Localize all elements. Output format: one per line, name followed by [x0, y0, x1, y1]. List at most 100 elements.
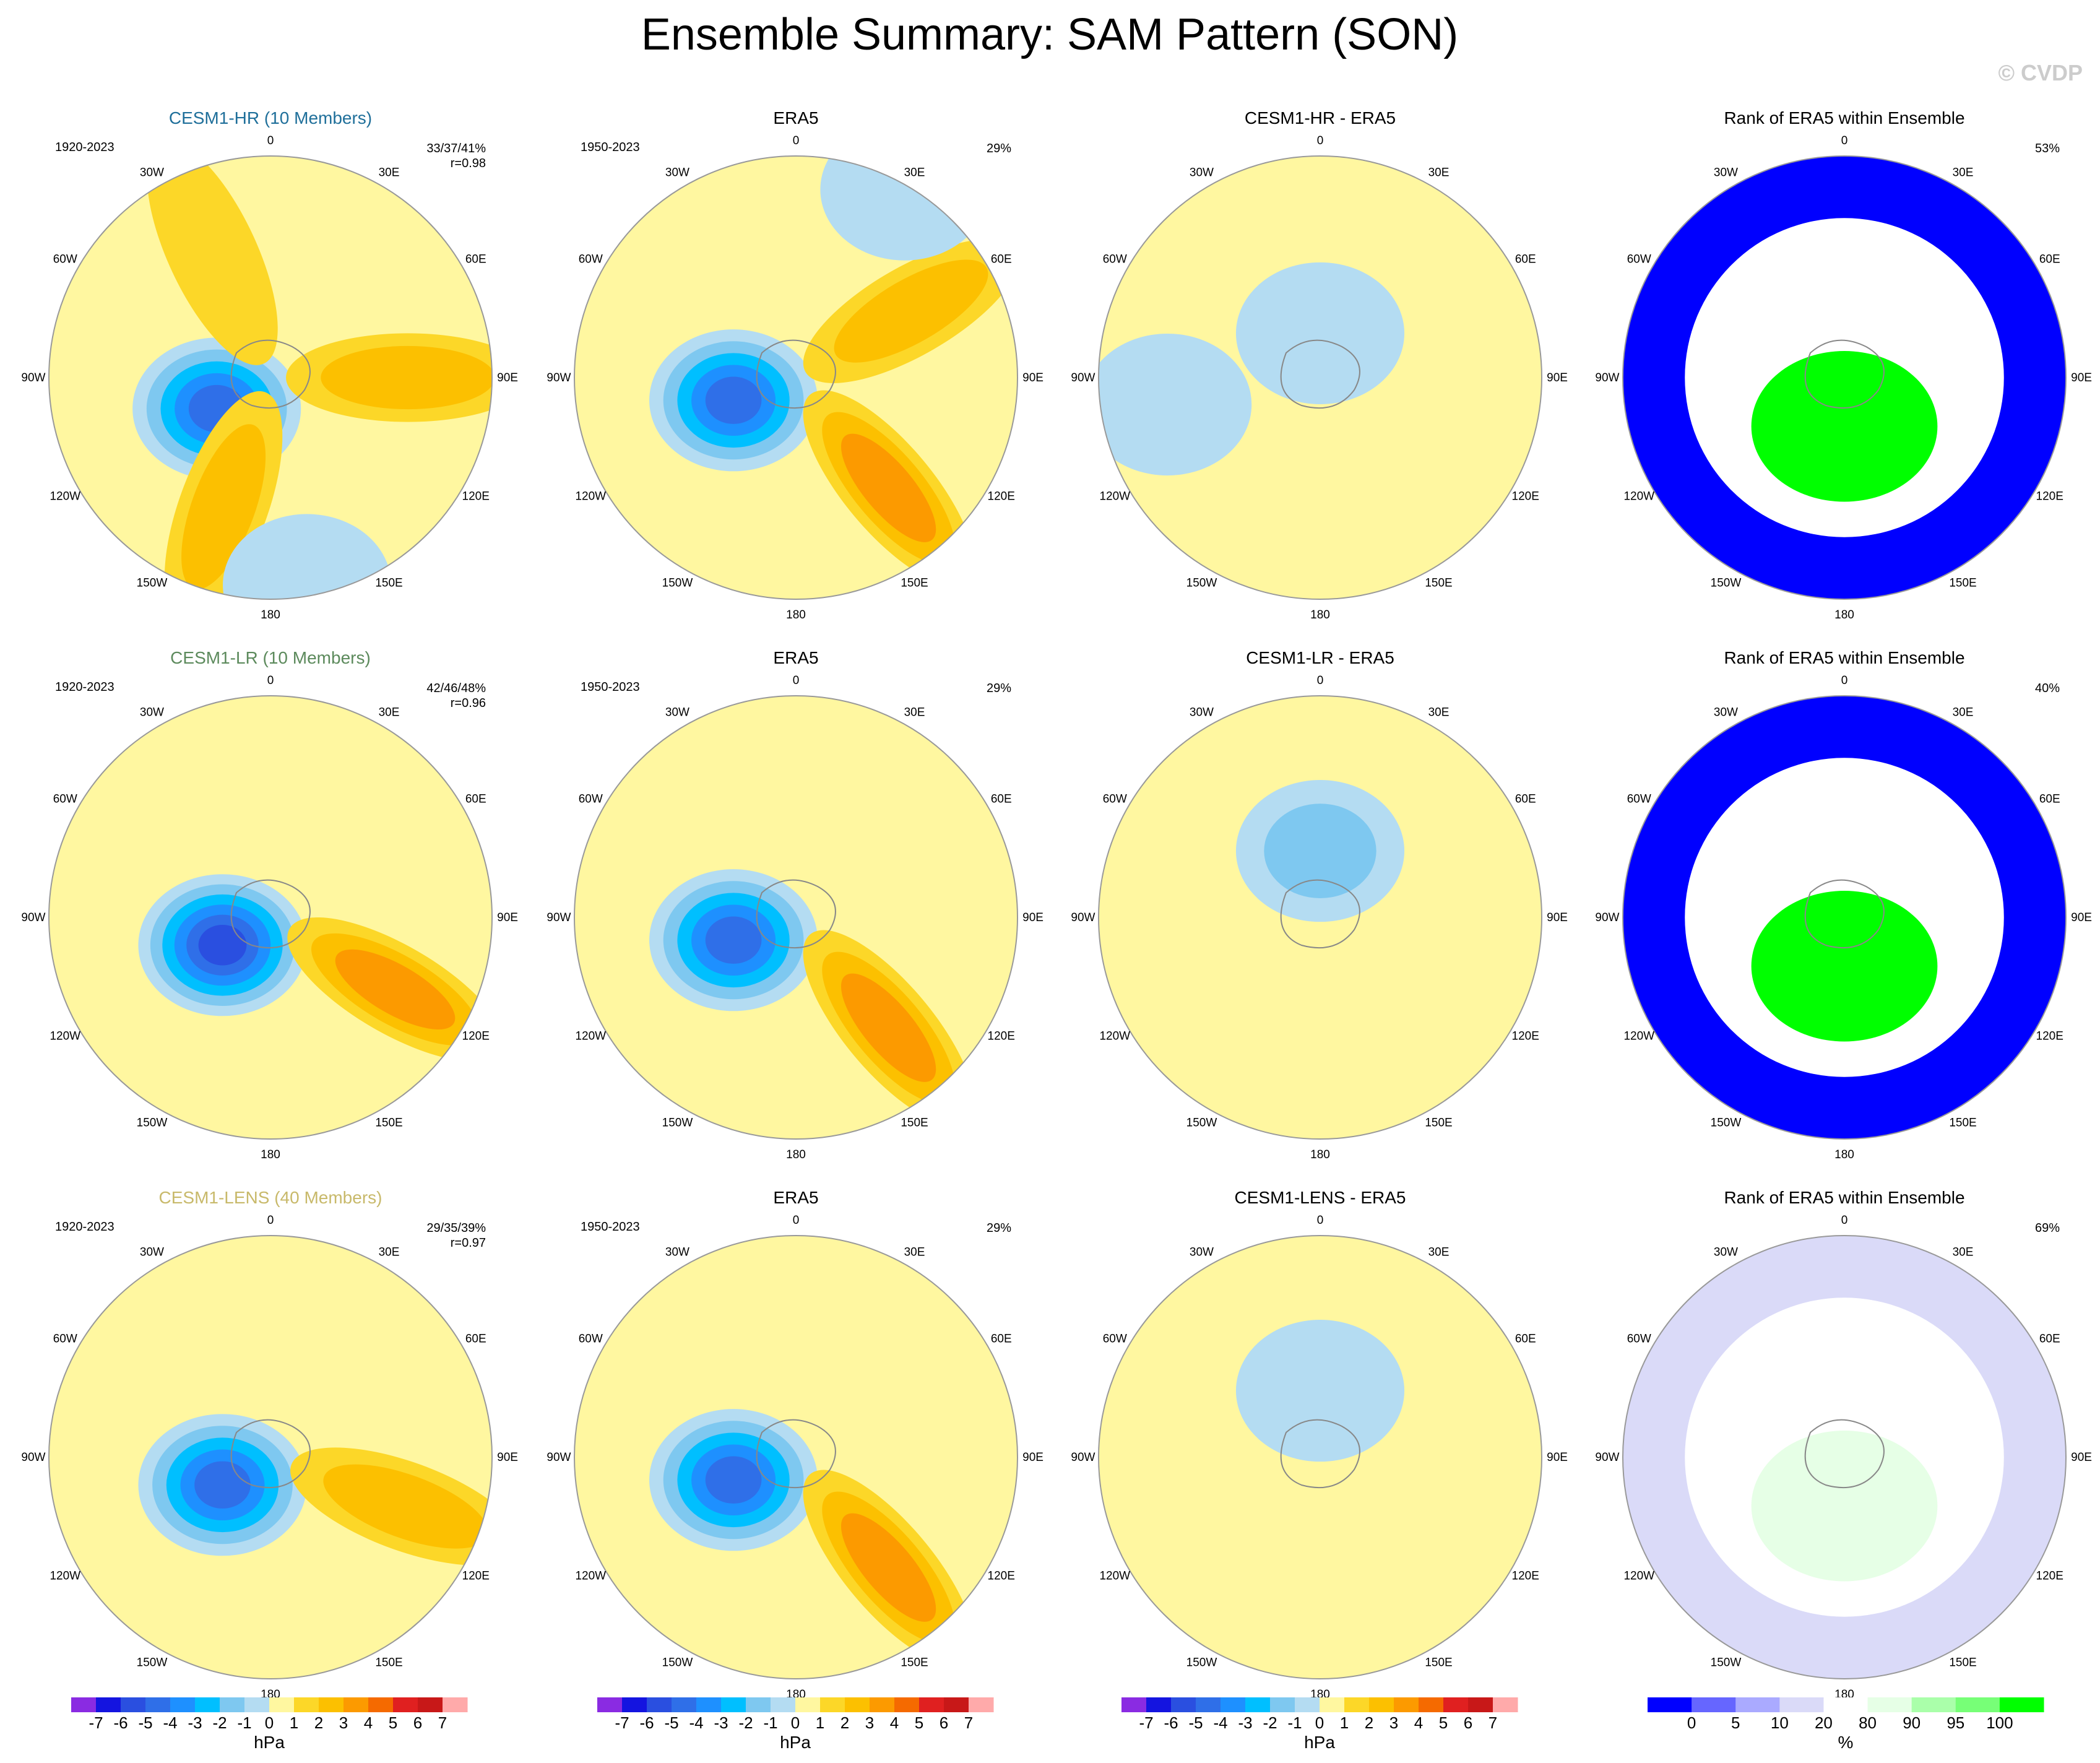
longitude-label: 180 [786, 1148, 806, 1161]
colorbar-swatch [1369, 1697, 1394, 1712]
colorbar-tick-label: 2 [314, 1713, 323, 1732]
longitude-label: 30E [904, 706, 925, 719]
longitude-label: 60W [53, 1332, 77, 1345]
longitude-label: 150W [137, 577, 168, 590]
pressure-high-contour [181, 424, 266, 589]
colorbar-swatch [319, 1697, 344, 1712]
colorbar-swatch [71, 1697, 97, 1712]
colorbar-swatch [597, 1697, 623, 1712]
longitude-label: 30E [379, 1245, 400, 1258]
longitude-label: 150W [137, 1117, 168, 1130]
colorbar-tick-label: -7 [1139, 1713, 1153, 1732]
figure-title: Ensemble Summary: SAM Pattern (SON) [641, 10, 1458, 59]
colorbar-swatch [746, 1697, 771, 1712]
colorbar-tick-label: 4 [1414, 1713, 1423, 1732]
longitude-label: 120E [988, 1030, 1015, 1043]
colorbar-tick-label: -3 [714, 1713, 728, 1732]
pressure-high-contour [840, 1513, 936, 1622]
colorbar-tick-label: 90 [1903, 1713, 1921, 1732]
colorbar: 0 5 10 20 80 90 95 100% [1648, 1697, 2044, 1752]
colorbar-tick-label: 100 [1986, 1713, 2013, 1732]
longitude-label: 30W [1714, 706, 1738, 719]
colorbar: -7 -6 -5 -4 -3 -2 -1 0 1 2 3 4 5 6 7 hPa [71, 1697, 468, 1752]
longitude-label: 90E [497, 371, 518, 384]
pressure-high-contour [147, 156, 278, 365]
watermark: © CVDP [1998, 60, 2083, 85]
longitude-label: 90W [21, 371, 45, 384]
longitude-label: 0 [267, 134, 274, 147]
pressure-low-contour [705, 1456, 762, 1504]
longitude-label: 120E [2036, 1030, 2063, 1043]
longitude-label: 30W [665, 166, 689, 179]
colorbar-tick-label: 3 [1389, 1713, 1398, 1732]
colorbar-swatch [1270, 1697, 1295, 1712]
map-border [574, 1235, 1018, 1679]
colorbar-tick-label: 6 [1464, 1713, 1472, 1732]
colorbar-swatch [244, 1697, 270, 1712]
longitude-label: 30W [1190, 166, 1214, 179]
colorbar-swatch [1443, 1697, 1469, 1712]
longitude-label: 150E [375, 1657, 402, 1670]
colorbar-swatch [1911, 1697, 1956, 1712]
panels-container: 0 30E 60E 90E 120E 150E 180 150W 120W 90W 60W 30W CE… [21, 108, 2092, 1752]
longitude-label: 150W [662, 1657, 693, 1670]
longitude-label: 120E [2036, 490, 2063, 503]
antarctica-coastline [1280, 879, 1360, 949]
panel-stat: 29/35/39% [426, 1221, 486, 1235]
longitude-label: 0 [793, 134, 800, 147]
longitude-label: 60W [1627, 1332, 1651, 1345]
longitude-label: 120E [988, 490, 1015, 503]
colorbar-tick-label: 6 [940, 1713, 948, 1732]
map-border [1098, 155, 1542, 600]
colorbar-tick-label: -6 [639, 1713, 654, 1732]
colorbar-units: hPa [254, 1733, 285, 1752]
longitude-label: 150E [375, 1117, 402, 1130]
map-fill-layer [1623, 696, 2066, 1139]
longitude-label: 90W [547, 911, 571, 924]
longitude-label: 120W [575, 1030, 606, 1043]
longitude-label: 150W [662, 577, 693, 590]
colorbar-swatch [220, 1697, 245, 1712]
map-border [574, 155, 1018, 600]
pressure-low-contour [194, 1461, 251, 1509]
longitude-label: 60E [2039, 1332, 2060, 1345]
colorbar-swatch [1999, 1697, 2044, 1712]
longitude-label: 120W [50, 1570, 80, 1583]
map-border [1622, 155, 2067, 600]
map-fill-layer [49, 1236, 492, 1679]
longitude-label: 30E [379, 706, 400, 719]
colorbar-tick-label: -5 [138, 1713, 152, 1732]
longitude-label: 0 [1841, 674, 1848, 687]
longitude-label: 30E [1953, 166, 1974, 179]
colorbar-tick-label: 0 [1315, 1713, 1324, 1732]
colorbar-tick-label: -3 [188, 1713, 202, 1732]
longitude-label: 150E [1425, 577, 1452, 590]
map-fill-layer [1623, 156, 2066, 599]
longitude-label: 0 [1841, 1214, 1848, 1227]
map-border [1098, 1235, 1542, 1679]
panel-title: ERA5 [773, 1188, 818, 1207]
colorbar-tick-label: 5 [1731, 1713, 1740, 1732]
longitude-label: 90E [2071, 911, 2092, 924]
colorbar-swatch [647, 1697, 672, 1712]
colorbar-swatch [269, 1697, 295, 1712]
longitude-label: 60W [1627, 253, 1651, 266]
map-panel: 0 30E 60E 90E 120E 150E 180 150W 120W 90W 60W 30W CE… [1071, 648, 1568, 1161]
pressure-low-contour [705, 376, 762, 424]
longitude-label: 60E [465, 253, 486, 266]
period-label: 1920-2023 [55, 1220, 115, 1234]
longitude-label: 120W [1623, 1030, 1654, 1043]
colorbar-swatch [368, 1697, 394, 1712]
longitude-label: 90W [1595, 1451, 1619, 1464]
longitude-label: 150E [1949, 1657, 1976, 1670]
longitude-label: 60E [991, 792, 1012, 805]
colorbar-units: % [1838, 1733, 1854, 1752]
antarctica-coastline [756, 1419, 836, 1489]
colorbar-swatch [1779, 1697, 1824, 1712]
longitude-label: 180 [1310, 609, 1330, 622]
rank-inner-region [1751, 891, 1938, 1042]
longitude-label: 30E [1428, 706, 1450, 719]
panel-title: CESM1-LR - ERA5 [1246, 648, 1394, 667]
longitude-label: 30E [904, 1245, 925, 1258]
longitude-label: 60W [1627, 792, 1651, 805]
